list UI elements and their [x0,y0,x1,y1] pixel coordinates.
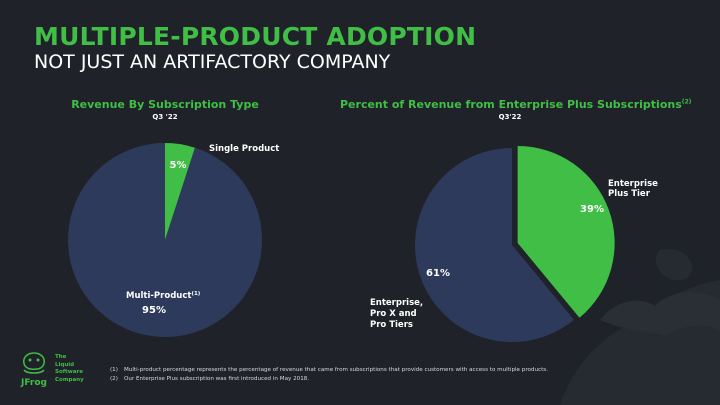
page-title: MULTIPLE-PRODUCT ADOPTION [34,22,477,51]
slice-value-enterprise-pro: 61% [426,268,450,279]
chart1-title-text: Revenue By Subscription Type [71,98,259,111]
slice-label-enterprise-plus-line2: Plus Tier [608,189,651,199]
jfrog-logo-icon: JFrog [20,352,47,388]
footnote-1-number: (1) [110,367,118,373]
pie-chart-enterprise-plus [414,145,615,342]
logo-tagline-line: The [55,354,67,360]
pie-slice-enterprise-plus [517,145,615,318]
slice-label-enterprise-pro-line2: Pro X and [370,309,417,319]
slice-label-single-product: Single Product [209,144,279,154]
footnote-2-number: (2) [110,376,118,382]
footnote-2-text: Our Enterprise Plus subscription was fir… [124,376,310,382]
logo-tagline-line: Company [55,376,84,383]
slice-label-enterprise-plus: Enterprise Plus Tier [608,179,661,199]
footnote-1: (1) Multi-product percentage represents t… [110,366,548,375]
page-subtitle: NOT JUST AN ARTIFACTORY COMPANY [34,51,391,73]
footnote-1-text: Multi-product percentage represents the … [124,367,548,373]
slice-label-enterprise-pro-line3: Pro Tiers [370,320,413,330]
chart2-title-footnote-ref: (2) [681,98,692,106]
slice-label-multi-product: Multi-Product(1) [126,291,201,301]
slice-label-enterprise-pro-line1: Enterprise, [370,298,423,308]
pie-slice-enterprise-pro [414,148,574,342]
slice-value-multi-product: 95% [142,305,166,316]
slice-label-multi-product-text: Multi-Product [126,291,191,301]
logo-tagline: The Liquid Software Company [55,354,84,384]
logo-tagline-line: Software [55,369,83,375]
logo-tagline-line: Liquid [55,361,75,368]
chart1-title: Revenue By Subscription Type [50,98,280,111]
pie-slice-single-product [165,143,195,240]
slice-label-enterprise-pro: Enterprise, Pro X and Pro Tiers [370,298,426,330]
chart1-subtitle: Q3 '22 [152,113,178,121]
pie-chart-subscription-type [67,143,262,338]
slice-label-enterprise-plus-line1: Enterprise [608,179,658,189]
footnotes: (1) Multi-product percentage represents t… [110,366,548,384]
slice-value-single-product: 5% [170,160,187,171]
slice-value-enterprise-plus: 39% [580,204,604,215]
chart2-title-text: Percent of Revenue from Enterprise Plus … [340,98,682,111]
chart2-subtitle: Q3'22 [498,113,522,121]
chart2-title: Percent of Revenue from Enterprise Plus … [340,98,691,111]
footnote-2: (2) Our Enterprise Plus subscription was … [110,375,548,384]
pie-slice-multi-product [67,143,262,338]
slice-label-multi-product-ref: (1) [191,291,200,297]
logo-brand-text: JFrog [20,378,47,388]
